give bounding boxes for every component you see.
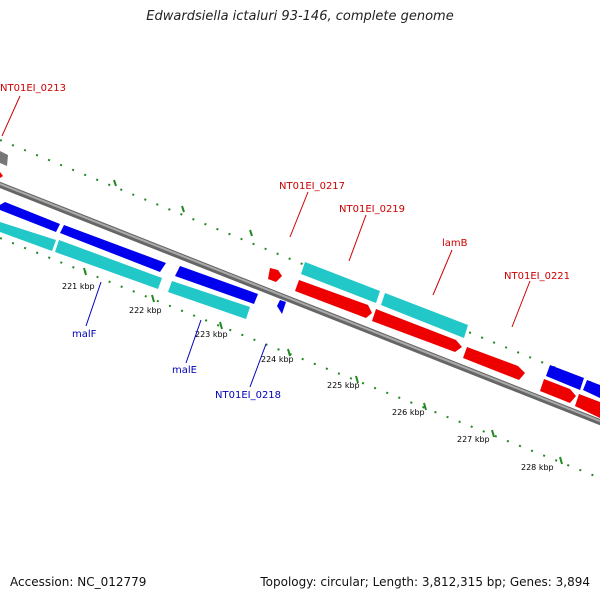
gene-red-right-1[interactable] [540, 379, 576, 403]
gene-blue-right-1[interactable] [546, 365, 584, 390]
gene-0217[interactable] [301, 262, 380, 303]
topology-text: Topology: circular; Length: 3,812,315 bp… [260, 575, 590, 589]
tick-223: 223 kbp [195, 330, 228, 339]
tick-227: 227 kbp [457, 435, 490, 444]
gene-cyan-1[interactable] [0, 222, 56, 251]
label-NT01EI_0221[interactable]: NT01EI_0221 [504, 271, 570, 282]
gene-0218[interactable] [277, 300, 286, 314]
gene-malF[interactable] [60, 225, 166, 272]
gene-blue-right-2[interactable] [583, 380, 600, 398]
gene-fragment-red[interactable] [0, 172, 3, 178]
label-NT01EI_0213[interactable]: NT01EI_0213 [0, 83, 66, 94]
tick-222: 222 kbp [129, 306, 162, 315]
tick-221: 221 kbp [62, 282, 95, 291]
map-title: Edwardsiella ictaluri 93-146, complete g… [146, 9, 454, 24]
gene-0221[interactable] [463, 347, 525, 380]
label-NT01EI_0217[interactable]: NT01EI_0217 [279, 181, 345, 192]
gene-red-small[interactable] [268, 268, 282, 282]
tick-226: 226 kbp [392, 408, 425, 417]
label-malE[interactable]: malE [172, 365, 197, 376]
tick-225: 225 kbp [327, 381, 360, 390]
label-NT01EI_0218[interactable]: NT01EI_0218 [215, 390, 281, 401]
accession-text: Accession: NC_012779 [10, 575, 147, 589]
gene-cyan-2[interactable] [55, 240, 162, 289]
gene-blue-1[interactable] [0, 202, 60, 232]
tick-228: 228 kbp [521, 463, 554, 472]
gene-cyan-3[interactable] [168, 281, 250, 319]
gene-lamB[interactable] [372, 309, 462, 352]
gene-red-right-2[interactable] [575, 394, 600, 418]
label-lamB[interactable]: lamB [442, 238, 468, 249]
gene-lamB-cyan[interactable] [381, 293, 468, 338]
label-malF[interactable]: malF [72, 329, 97, 340]
tick-224: 224 kbp [261, 355, 294, 364]
label-NT01EI_0219[interactable]: NT01EI_0219 [339, 204, 405, 215]
gene-malE[interactable] [175, 266, 258, 304]
gene-fragment-grey[interactable] [0, 151, 8, 166]
gene-0219[interactable] [295, 280, 372, 318]
scale-ticks [83, 179, 563, 465]
